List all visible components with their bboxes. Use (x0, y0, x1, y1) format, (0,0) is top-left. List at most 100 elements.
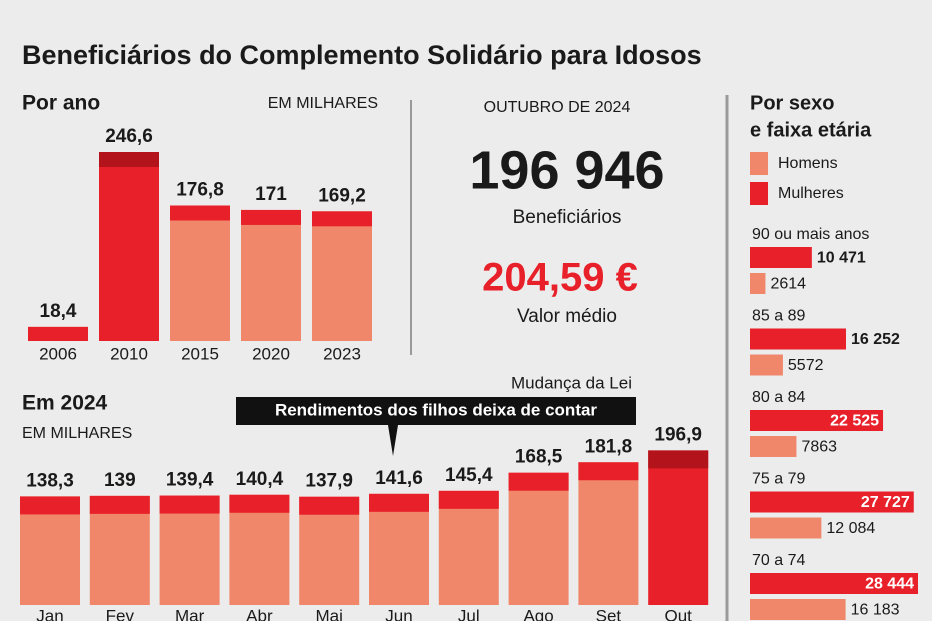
value-label: 169,2 (318, 185, 366, 206)
value-label: 2614 (770, 276, 806, 293)
value-label: 10 471 (817, 250, 866, 267)
value-label: 137,9 (305, 471, 353, 492)
value-label: 246,6 (105, 126, 153, 147)
x-tick-label: Out (664, 606, 692, 621)
headline-average-label: Valor médio (517, 306, 617, 327)
bar (750, 247, 812, 268)
value-label: 28 444 (865, 576, 914, 593)
chart-subtitle: EM MILHARES (22, 425, 132, 442)
value-label: 16 252 (851, 331, 900, 348)
bar (750, 573, 918, 594)
x-tick-label: 2020 (252, 344, 290, 363)
bar-cap (20, 496, 80, 515)
headline-average: 204,59 € (482, 256, 638, 300)
annotation-pointer (388, 425, 398, 456)
x-tick-label: 2015 (181, 344, 219, 363)
bar (312, 211, 372, 341)
bar (299, 496, 360, 605)
bar (229, 494, 290, 605)
bar (750, 410, 884, 431)
bar-cap (89, 495, 150, 514)
bar-cap (578, 462, 639, 481)
annotation-box (236, 397, 636, 425)
bar (648, 450, 709, 605)
bar (750, 354, 783, 376)
category-label: 90 ou mais anos (752, 226, 869, 243)
x-tick-label: Jun (385, 606, 412, 621)
x-tick-label: Fev (106, 606, 135, 621)
value-label: 138,3 (26, 470, 74, 491)
value-label: 145,4 (445, 465, 493, 486)
value-label: 22 525 (830, 413, 879, 430)
bar (89, 495, 150, 605)
value-label: 5572 (788, 357, 824, 374)
bar (369, 493, 429, 605)
annotation: Mudança da Lei (511, 373, 632, 392)
x-tick-label: Jul (458, 606, 480, 621)
bar (170, 205, 230, 341)
bar (750, 436, 797, 457)
x-tick-label: 2010 (110, 344, 148, 363)
bar (750, 517, 822, 539)
chart-title: Por sexo (750, 92, 834, 114)
chart-title: e faixa etária (750, 119, 872, 141)
bar (159, 495, 220, 605)
headline-period: OUTUBRO DE 2024 (484, 99, 631, 116)
bar-cap (369, 493, 429, 512)
x-tick-label: Mar (175, 606, 205, 621)
category-label: 85 a 89 (752, 308, 805, 325)
bar (750, 599, 846, 620)
x-tick-label: Mai (315, 606, 342, 621)
page-title: Beneficiários do Complemento Solidário p… (22, 40, 702, 70)
category-label: 80 a 84 (752, 389, 805, 406)
bar-cap (648, 450, 709, 469)
bar (20, 496, 80, 605)
value-label: 16 183 (851, 602, 900, 619)
value-label: 181,8 (585, 436, 633, 457)
value-label: 171 (255, 184, 287, 205)
headline-number: 196 946 (469, 140, 664, 200)
x-tick-label: Set (596, 606, 622, 621)
x-tick-label: 2006 (39, 344, 77, 363)
chart-title: Por ano (22, 92, 100, 115)
bar-cap (312, 211, 372, 227)
chart-subtitle: EM MILHARES (268, 95, 378, 112)
value-label: 196,9 (654, 424, 702, 445)
value-label: 27 727 (861, 494, 910, 511)
value-label: 168,5 (515, 447, 563, 468)
bar (99, 152, 159, 341)
bar (241, 209, 301, 341)
x-tick-label: Jan (36, 606, 63, 621)
value-label: 18,4 (40, 301, 77, 322)
value-label: 140,4 (236, 469, 284, 490)
legend-label: Mulheres (778, 185, 844, 202)
bar-cap (508, 472, 569, 491)
value-label: 176,8 (176, 180, 224, 201)
x-tick-label: Ago (523, 606, 553, 621)
value-label: 139,4 (166, 470, 214, 491)
legend-swatch (750, 152, 768, 175)
annotation: Rendimentos dos filhos deixa de contar (275, 400, 597, 419)
bar-cap (170, 205, 230, 221)
value-label: 141,6 (375, 468, 423, 489)
x-tick-label: 2023 (323, 344, 361, 363)
x-tick-label: Abr (246, 606, 273, 621)
category-label: 75 a 79 (752, 471, 805, 488)
chart-title: Em 2024 (22, 392, 108, 415)
legend-label: Homens (778, 155, 838, 172)
bar (750, 491, 914, 513)
value-label: 7863 (801, 439, 837, 456)
bar-cap (99, 152, 159, 167)
bar-cap (159, 495, 220, 514)
bar-cap (241, 209, 301, 225)
headline-label: Beneficiários (513, 207, 622, 228)
bar-cap (28, 326, 88, 341)
bar (508, 472, 569, 605)
value-label: 12 084 (826, 520, 875, 537)
bar (438, 490, 499, 605)
bar-cap (229, 494, 290, 513)
bar-cap (438, 490, 499, 509)
bar-cap (299, 496, 360, 515)
